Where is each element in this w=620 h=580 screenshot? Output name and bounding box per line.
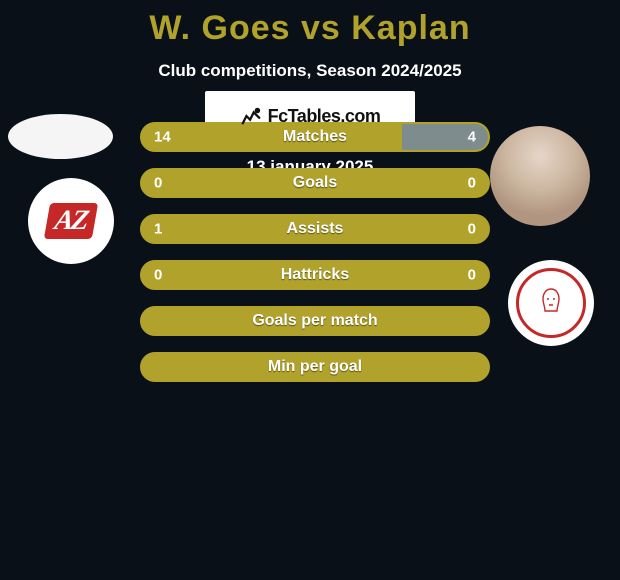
stat-value-right: 4 <box>468 129 476 146</box>
stat-row-assists: 1 0 Assists <box>140 214 490 244</box>
stat-bars: 14 4 Matches 0 0 Goals 1 0 Assists 0 0 Hattricks Goa… <box>140 122 490 398</box>
player-left-avatar <box>8 114 113 159</box>
stat-value-left: 1 <box>154 221 162 238</box>
stat-value-right: 0 <box>468 175 476 192</box>
stat-value-left: 0 <box>154 267 162 284</box>
fctables-icon <box>240 105 262 127</box>
club-badge-left: AZ <box>28 178 114 264</box>
stat-label: Goals <box>293 174 337 192</box>
stat-value-left: 14 <box>154 129 171 146</box>
club-badge-right <box>508 260 594 346</box>
stat-fill-left <box>142 124 402 150</box>
stat-row-goals: 0 0 Goals <box>140 168 490 198</box>
ajax-head-icon <box>531 283 571 323</box>
stat-label: Hattricks <box>281 266 349 284</box>
ajax-logo <box>516 268 586 338</box>
player-right-avatar <box>490 126 590 226</box>
stat-label: Matches <box>283 128 347 146</box>
stat-row-hattricks: 0 0 Hattricks <box>140 260 490 290</box>
stat-label: Assists <box>287 220 344 238</box>
subtitle: Club competitions, Season 2024/2025 <box>0 61 620 81</box>
stat-label: Goals per match <box>252 312 377 330</box>
stat-row-goals-per-match: Goals per match <box>140 306 490 336</box>
az-logo: AZ <box>44 203 98 239</box>
comparison-card: W. Goes vs Kaplan Club competitions, Sea… <box>0 0 620 580</box>
page-title: W. Goes vs Kaplan <box>0 10 620 47</box>
stat-value-right: 0 <box>468 221 476 238</box>
stat-row-matches: 14 4 Matches <box>140 122 490 152</box>
stat-value-right: 0 <box>468 267 476 284</box>
stat-value-left: 0 <box>154 175 162 192</box>
stat-label: Min per goal <box>268 358 362 376</box>
stat-row-min-per-goal: Min per goal <box>140 352 490 382</box>
